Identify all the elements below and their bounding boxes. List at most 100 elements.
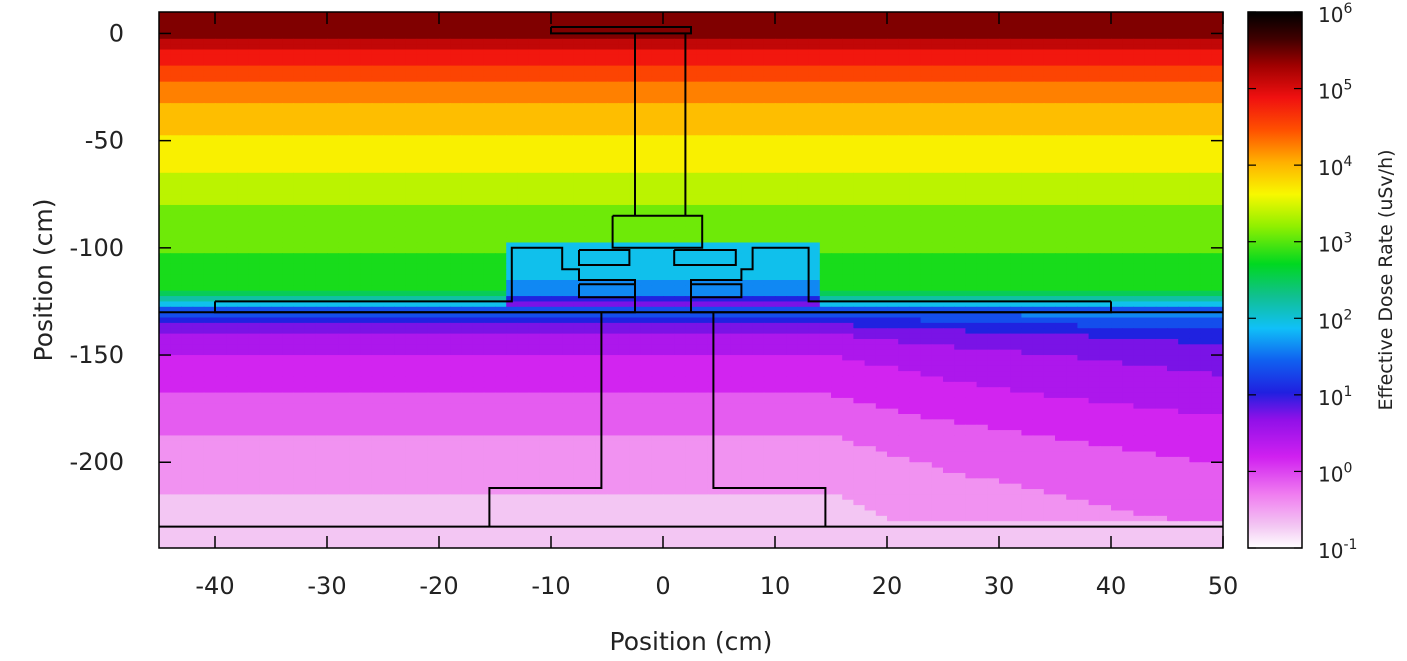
heatmap-cell bbox=[1200, 167, 1213, 174]
heatmap-cell bbox=[584, 194, 597, 201]
heatmap-cell bbox=[517, 231, 530, 238]
heatmap-cell bbox=[752, 162, 765, 169]
heatmap-cell bbox=[159, 70, 171, 77]
heatmap-cell bbox=[1032, 156, 1045, 163]
heatmap-cell bbox=[887, 172, 899, 179]
heatmap-cell bbox=[864, 44, 877, 51]
heatmap-cell bbox=[1088, 12, 1101, 18]
heatmap-cell bbox=[1055, 231, 1067, 238]
heatmap-cell bbox=[999, 44, 1011, 51]
heatmap-cell bbox=[248, 280, 261, 286]
heatmap-cell bbox=[192, 146, 205, 152]
heatmap-cell bbox=[607, 49, 619, 56]
heatmap-cell bbox=[707, 263, 720, 270]
heatmap-cell bbox=[439, 237, 451, 244]
heatmap-cell bbox=[797, 274, 810, 281]
heatmap-cell bbox=[875, 156, 888, 163]
heatmap-cell bbox=[842, 54, 854, 61]
heatmap-cell bbox=[562, 242, 574, 249]
heatmap-cell bbox=[663, 162, 675, 169]
heatmap-cell bbox=[898, 178, 910, 185]
heatmap-cell bbox=[954, 70, 966, 77]
heatmap-cell bbox=[853, 97, 866, 104]
heatmap-cell bbox=[282, 22, 294, 29]
heatmap-cell bbox=[853, 221, 866, 227]
heatmap-cell bbox=[472, 33, 485, 40]
heatmap-cell bbox=[1077, 38, 1090, 45]
heatmap-cell bbox=[439, 178, 451, 185]
heatmap-cell bbox=[248, 38, 261, 45]
heatmap-cell bbox=[987, 172, 1000, 179]
heatmap-cell bbox=[203, 226, 216, 233]
heatmap-cell bbox=[562, 28, 574, 35]
heatmap-cell bbox=[394, 12, 406, 18]
heatmap-cell bbox=[584, 167, 597, 174]
heatmap-cell bbox=[685, 226, 698, 233]
heatmap-cell bbox=[685, 183, 698, 190]
heatmap-cell bbox=[573, 210, 586, 217]
heatmap-cell bbox=[461, 70, 474, 77]
heatmap-cell bbox=[1099, 253, 1112, 260]
heatmap-cell bbox=[887, 54, 899, 61]
heatmap-cell bbox=[192, 49, 205, 56]
heatmap-cell bbox=[349, 38, 362, 45]
heatmap-cell bbox=[808, 188, 821, 195]
heatmap-cell bbox=[1200, 87, 1213, 93]
heatmap-cell bbox=[349, 17, 362, 24]
heatmap-cell bbox=[1178, 135, 1190, 142]
heatmap-cell bbox=[707, 146, 720, 152]
heatmap-cell bbox=[987, 210, 1000, 217]
heatmap-cell bbox=[819, 108, 832, 115]
heatmap-cell bbox=[640, 199, 653, 206]
heatmap-cell bbox=[1155, 119, 1168, 126]
heatmap-cell bbox=[338, 146, 350, 152]
heatmap-cell bbox=[282, 247, 294, 254]
heatmap-cell bbox=[853, 151, 866, 158]
heatmap-cell bbox=[259, 70, 272, 77]
heatmap-cell bbox=[920, 280, 933, 286]
heatmap-cell bbox=[248, 242, 261, 249]
heatmap-cell bbox=[808, 54, 821, 61]
heatmap-cell bbox=[1066, 258, 1078, 265]
heatmap-cell bbox=[506, 237, 518, 244]
heatmap-cell bbox=[506, 242, 518, 249]
heatmap-cell bbox=[797, 183, 810, 190]
heatmap-cell bbox=[808, 210, 821, 217]
heatmap-cell bbox=[472, 60, 485, 67]
heatmap-cell bbox=[383, 285, 395, 292]
heatmap-cell bbox=[808, 129, 821, 136]
heatmap-cell bbox=[909, 87, 922, 93]
heatmap-cell bbox=[763, 103, 776, 110]
heatmap-cell bbox=[696, 38, 709, 45]
heatmap-cell bbox=[1043, 269, 1056, 276]
heatmap-cell bbox=[696, 97, 709, 104]
heatmap-cell bbox=[920, 49, 933, 56]
heatmap-cell bbox=[842, 162, 854, 169]
heatmap-cell bbox=[1155, 38, 1168, 45]
heatmap-cell bbox=[663, 44, 675, 51]
heatmap-cell bbox=[607, 12, 619, 18]
heatmap-cell bbox=[1200, 210, 1213, 217]
heatmap-cell bbox=[1200, 81, 1213, 88]
heatmap-cell bbox=[595, 167, 608, 174]
heatmap-cell bbox=[685, 70, 698, 77]
heatmap-cell bbox=[741, 146, 754, 152]
heatmap-cell bbox=[898, 54, 910, 61]
heatmap-cell bbox=[360, 210, 373, 217]
heatmap-cell bbox=[752, 103, 765, 110]
heatmap-cell bbox=[1211, 49, 1223, 56]
heatmap-cell bbox=[987, 113, 1000, 120]
heatmap-cell bbox=[461, 87, 474, 93]
heatmap-cell bbox=[181, 76, 194, 83]
heatmap-cell bbox=[539, 70, 552, 77]
heatmap-cell bbox=[741, 178, 754, 185]
heatmap-cell bbox=[517, 226, 530, 233]
heatmap-cell bbox=[1167, 188, 1179, 195]
heatmap-cell bbox=[1010, 274, 1022, 281]
heatmap-cell bbox=[595, 242, 608, 249]
heatmap-cell bbox=[528, 49, 541, 56]
heatmap-cell bbox=[237, 258, 250, 265]
heatmap-cell bbox=[472, 146, 485, 152]
heatmap-cell bbox=[170, 92, 182, 99]
heatmap-cell bbox=[506, 49, 518, 56]
